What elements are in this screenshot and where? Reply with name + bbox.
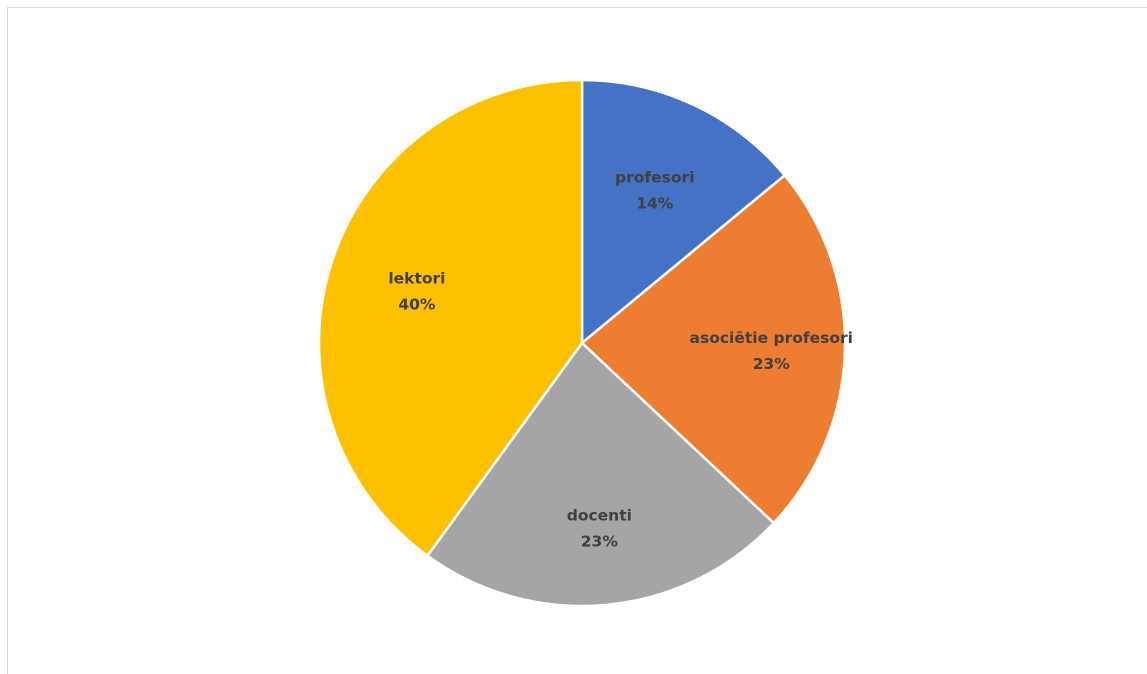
pie-slice-1 [580, 78, 787, 346]
pie-slices [317, 78, 847, 608]
slice-percent-label: 23% [581, 532, 619, 550]
slice-category-label: profesori [615, 168, 694, 186]
slice-category-label: asociētie profesori [690, 329, 853, 347]
slice-category-label: docenti [567, 506, 632, 524]
pie-slice-2 [580, 173, 847, 525]
slice-percent-label: 14% [636, 194, 674, 212]
pie-labels: profesori 14% asociētie profesori 23% docent… [388, 168, 853, 550]
pie-slice-3 [425, 341, 776, 608]
slice-percent-label: 23% [753, 355, 791, 373]
pie-slice-4 [317, 78, 584, 558]
slice-category-label: lektori [388, 269, 445, 287]
slice-percent-label: 40% [398, 295, 436, 313]
